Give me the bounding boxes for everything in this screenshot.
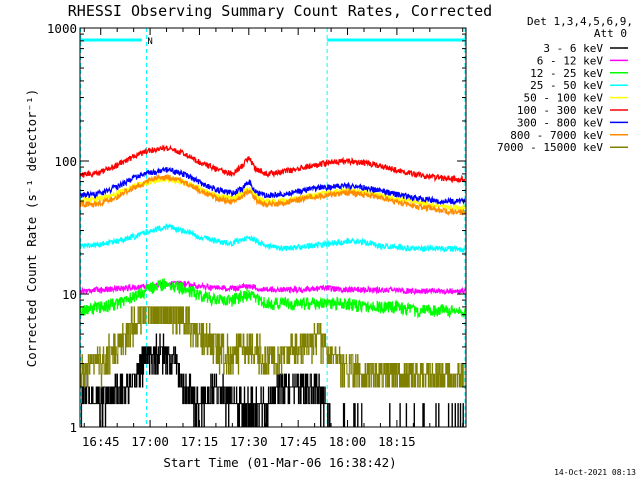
- legend-label-8: 7000 - 15000 keV: [497, 141, 603, 154]
- series-line-8: [79, 306, 465, 388]
- x-axis-label: Start Time (01-Mar-06 16:38:42): [163, 455, 396, 470]
- y-tick-label-1: 10: [62, 287, 77, 302]
- legend-label-6: 300 - 800 keV: [517, 116, 603, 129]
- series-line-6: [79, 166, 466, 206]
- footer-date-stamp: 14-Oct-2021 08:13: [554, 468, 636, 477]
- legend-label-4: 50 - 100 keV: [524, 92, 604, 105]
- legend-label-1: 6 - 12 keV: [537, 54, 604, 67]
- x-tick-label-3: 17:30: [230, 434, 268, 449]
- legend-label-7: 800 - 7000 keV: [510, 129, 603, 142]
- x-tick-label-5: 18:00: [329, 434, 367, 449]
- chart-title: RHESSI Observing Summary Count Rates, Co…: [68, 2, 492, 20]
- interval-label: N: [147, 37, 152, 47]
- y-tick-label-2: 100: [54, 154, 77, 169]
- y-tick-label-3: 1000: [47, 21, 77, 36]
- legend-label-5: 100 - 300 keV: [517, 104, 603, 117]
- x-tick-label-2: 17:15: [181, 434, 219, 449]
- series-line-1: [79, 279, 466, 296]
- x-tick-label-6: 18:15: [378, 434, 416, 449]
- x-tick-label-4: 17:45: [279, 434, 317, 449]
- series-line-7: [79, 173, 466, 217]
- series-line-3: [79, 223, 466, 253]
- x-tick-label-0: 16:45: [82, 434, 120, 449]
- legend-header-attenuator: Att 0: [594, 27, 627, 40]
- plot-area: N 16:45 17:00 17:15 17:30 17:45 18:00 18:15 1 10 1…: [47, 21, 467, 449]
- x-tick-label-1: 17:00: [131, 434, 169, 449]
- y-tick-label-0: 1: [69, 420, 77, 435]
- series-line-2: [79, 278, 466, 319]
- legend-header-detectors: Det 1,3,4,5,6,9,: [527, 15, 633, 28]
- legend-label-0: 3 - 6 keV: [543, 42, 603, 55]
- y-axis-label: Corrected Count Rate (s⁻¹ detector⁻¹): [24, 89, 39, 367]
- legend-label-2: 12 - 25 keV: [530, 67, 603, 80]
- plot-frame: [79, 27, 467, 428]
- legend-label-3: 25 - 50 keV: [530, 79, 603, 92]
- series-line-5: [79, 144, 466, 184]
